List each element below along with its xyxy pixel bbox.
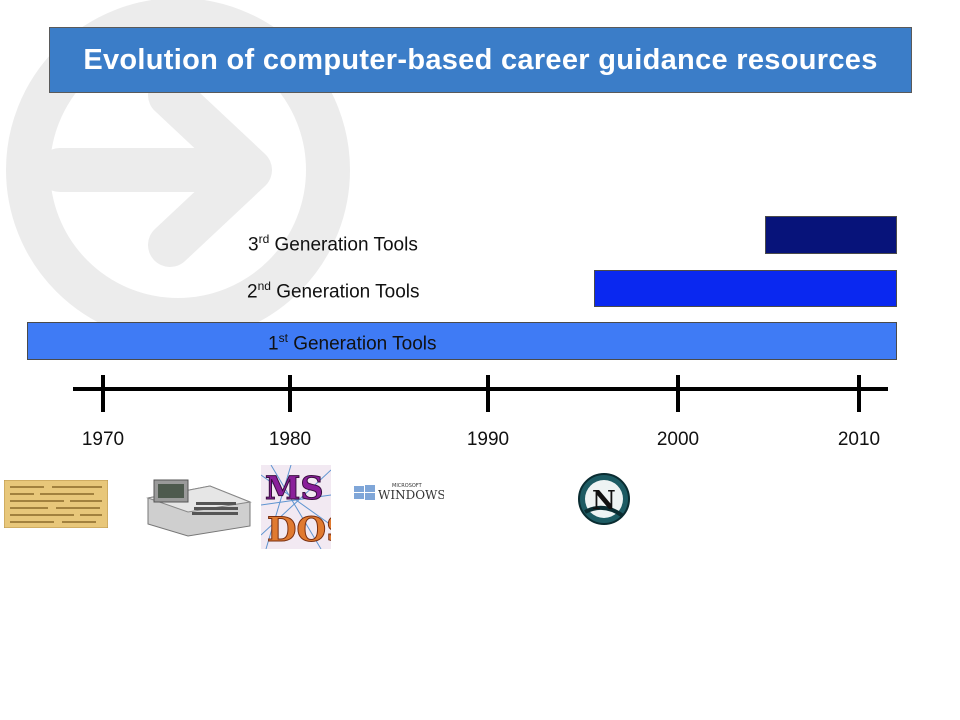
- windows-small-text: MICROSOFT: [392, 483, 423, 489]
- page-title: Evolution of computer-based career guida…: [83, 43, 878, 76]
- punch-card-icon: [3, 479, 109, 533]
- svg-text:DOS: DOS: [267, 510, 331, 549]
- mainframe-terminal-icon: [140, 468, 254, 543]
- year-label-1990: 1990: [466, 429, 510, 450]
- gen2-bar: [594, 270, 897, 307]
- windows-big-text: WINDOWS: [378, 488, 444, 502]
- ms-dos-logo-icon: MS DOS: [260, 464, 351, 554]
- netscape-navigator-logo-icon: N: [577, 472, 631, 531]
- netscape-letter: N: [592, 486, 616, 516]
- year-label-2010: 2010: [837, 429, 881, 450]
- gen3-bar: [764, 216, 897, 254]
- year-label-1970: 1970: [81, 429, 125, 450]
- gen1-bar: [27, 322, 897, 360]
- title-banner: Evolution of computer-based career guida…: [49, 27, 912, 93]
- svg-text:MS: MS: [265, 469, 324, 507]
- year-label-1980: 1980: [268, 429, 312, 450]
- gen2-label: 2nd Generation Tools: [247, 279, 420, 303]
- microsoft-windows-logo-icon: MICROSOFT WINDOWS: [352, 480, 446, 507]
- gen1-label: 1st Generation Tools: [268, 331, 437, 355]
- year-label-2000: 2000: [656, 429, 700, 450]
- gen3-label: 3rd Generation Tools: [248, 232, 418, 256]
